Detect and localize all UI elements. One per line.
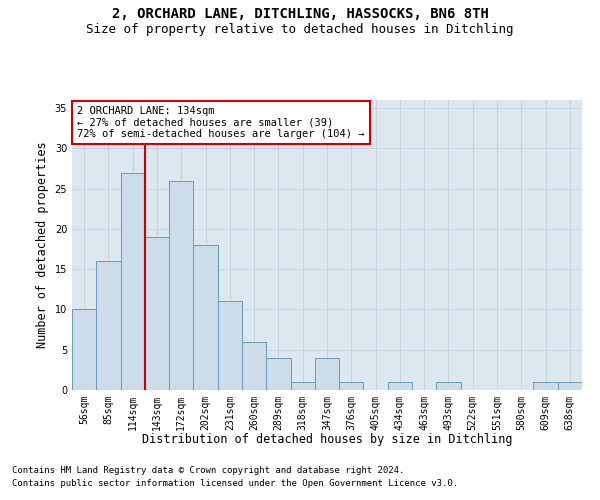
Bar [558, 382, 582, 390]
Bar [436, 382, 461, 390]
Bar [315, 358, 339, 390]
Text: Contains public sector information licensed under the Open Government Licence v3: Contains public sector information licen… [12, 478, 458, 488]
Bar [145, 237, 169, 390]
Bar [193, 245, 218, 390]
Bar [218, 302, 242, 390]
Bar [533, 382, 558, 390]
Bar [72, 310, 96, 390]
Bar [339, 382, 364, 390]
Text: 2, ORCHARD LANE, DITCHLING, HASSOCKS, BN6 8TH: 2, ORCHARD LANE, DITCHLING, HASSOCKS, BN… [112, 8, 488, 22]
Text: Contains HM Land Registry data © Crown copyright and database right 2024.: Contains HM Land Registry data © Crown c… [12, 466, 404, 475]
Bar [266, 358, 290, 390]
Text: Size of property relative to detached houses in Ditchling: Size of property relative to detached ho… [86, 22, 514, 36]
Bar [121, 172, 145, 390]
Bar [96, 261, 121, 390]
Bar [290, 382, 315, 390]
Bar [242, 342, 266, 390]
Text: Distribution of detached houses by size in Ditchling: Distribution of detached houses by size … [142, 432, 512, 446]
Bar [169, 180, 193, 390]
Y-axis label: Number of detached properties: Number of detached properties [36, 142, 49, 348]
Bar [388, 382, 412, 390]
Text: 2 ORCHARD LANE: 134sqm
← 27% of detached houses are smaller (39)
72% of semi-det: 2 ORCHARD LANE: 134sqm ← 27% of detached… [77, 106, 365, 139]
